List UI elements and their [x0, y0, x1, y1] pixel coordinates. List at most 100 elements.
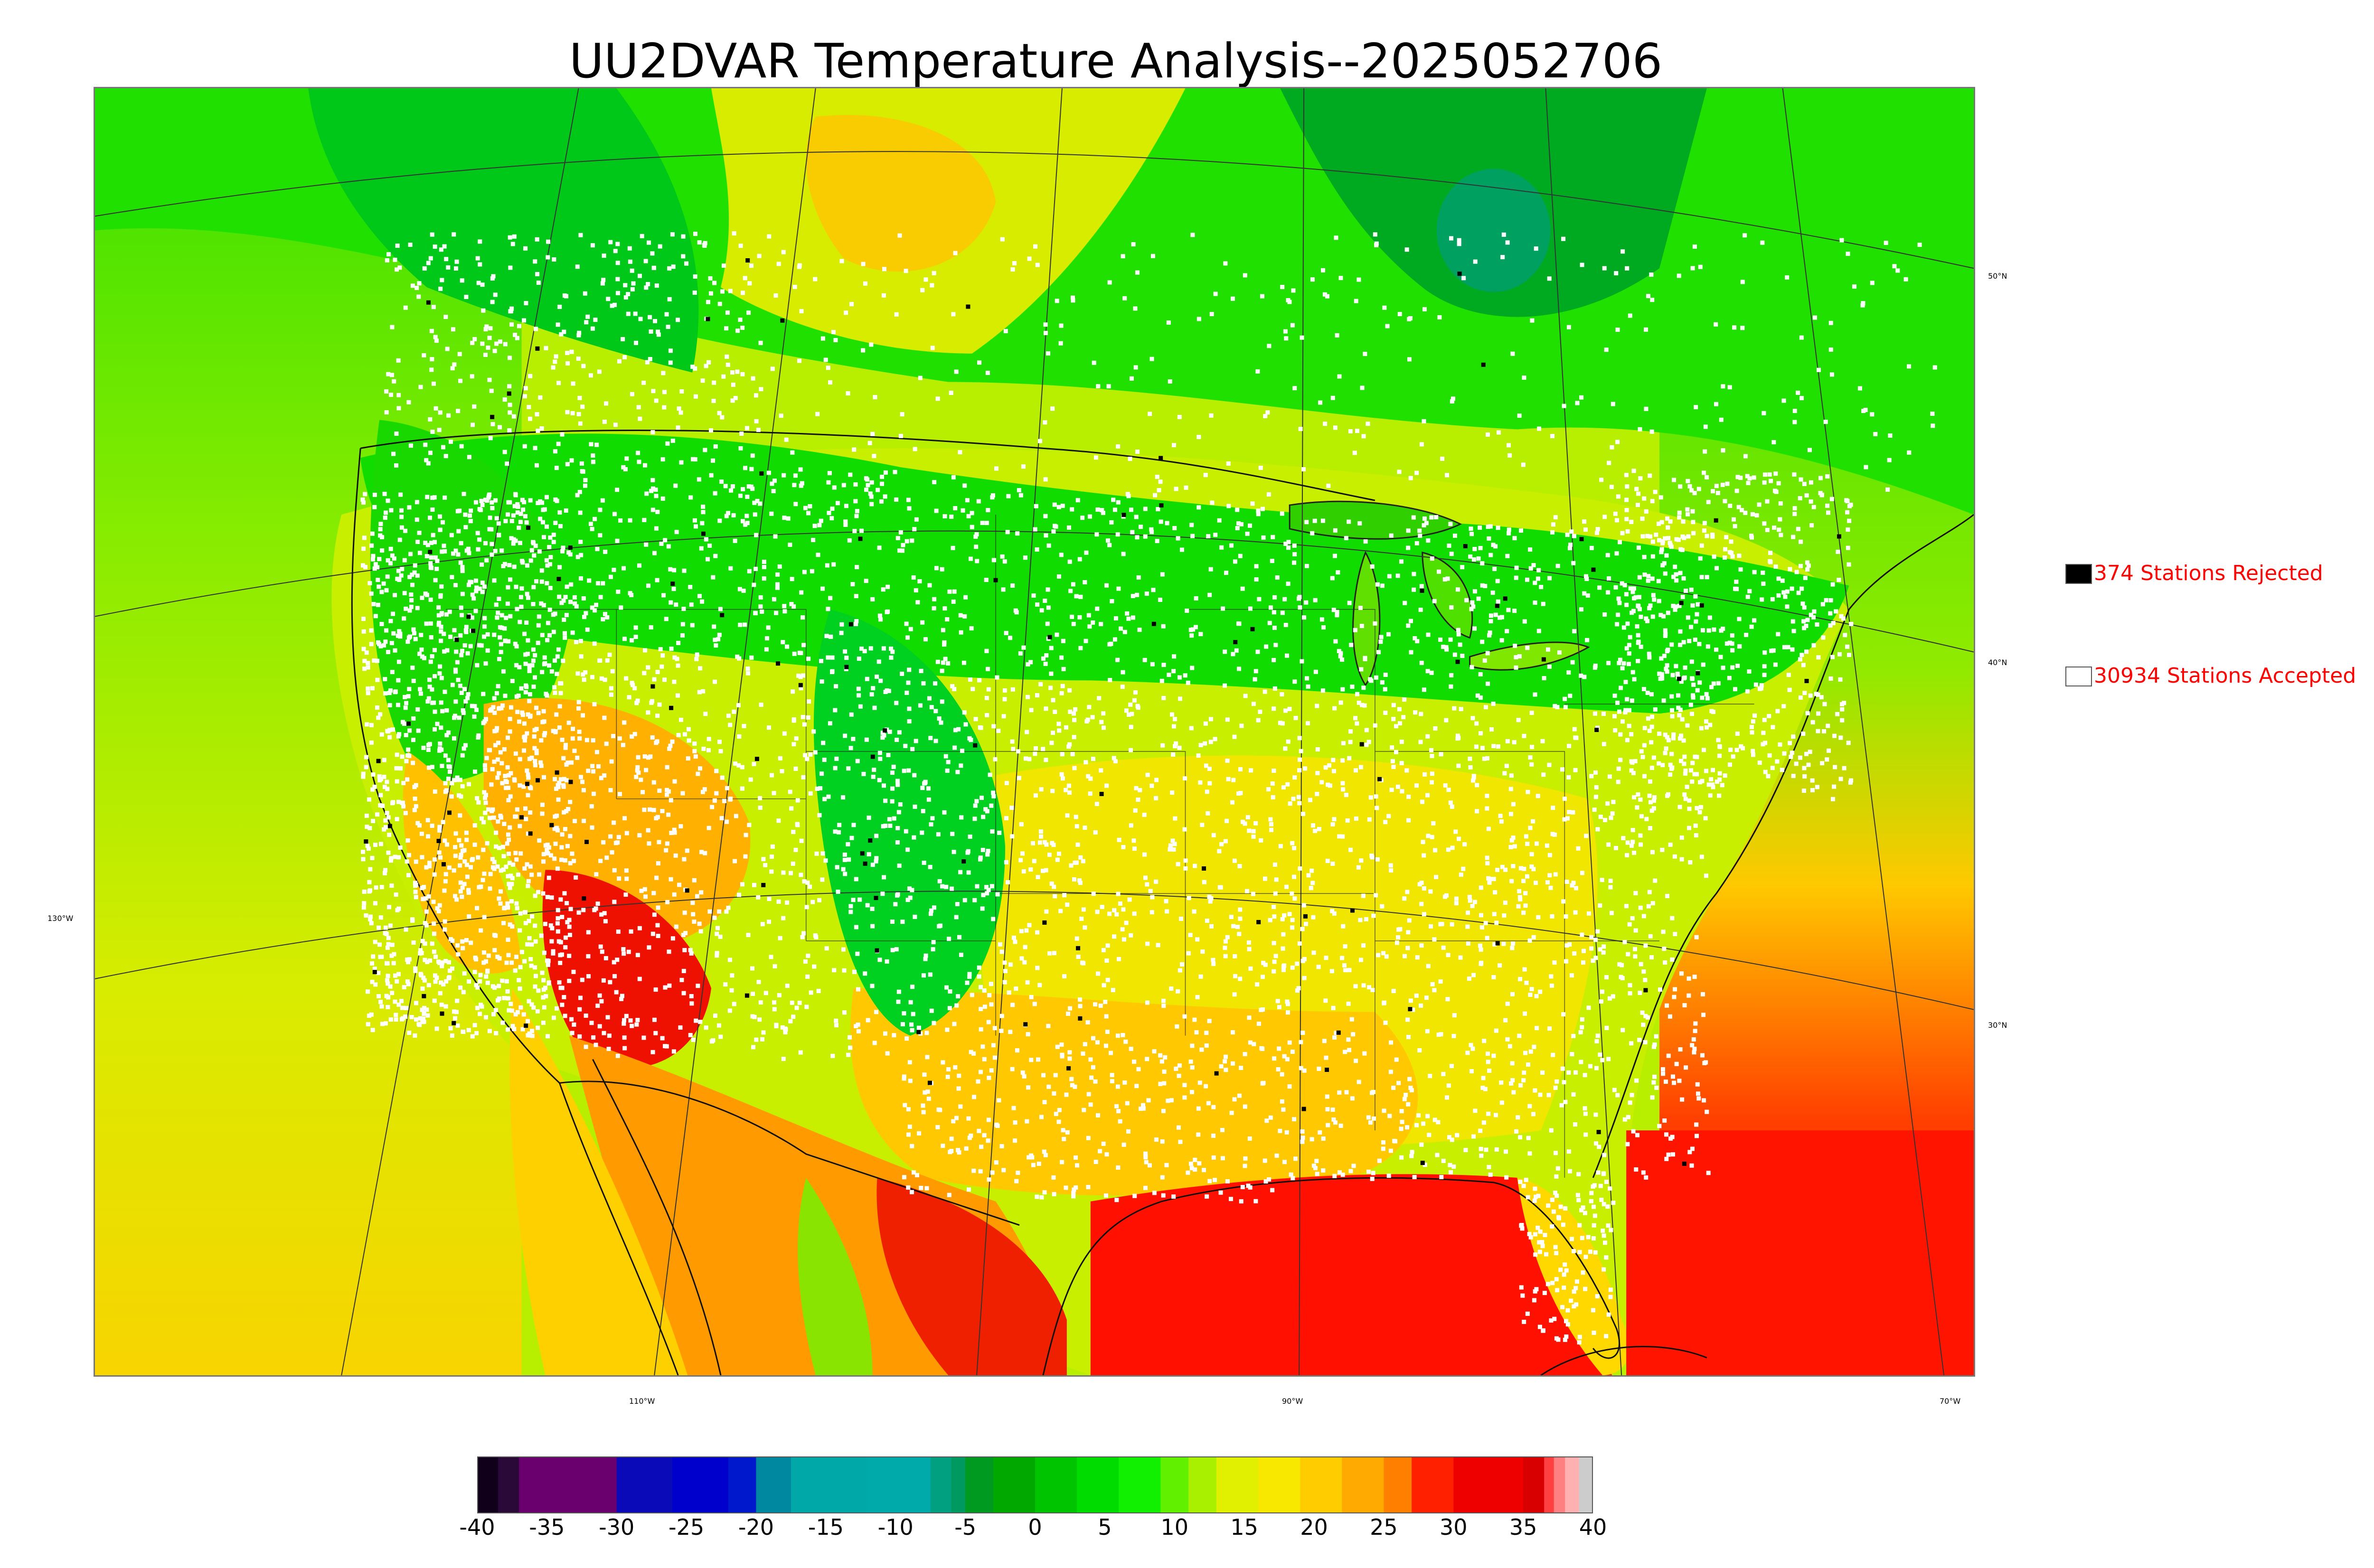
station-dot	[1150, 895, 1155, 900]
station-dot	[1618, 657, 1622, 662]
station-dot	[400, 800, 405, 805]
station-dot	[1002, 980, 1007, 985]
station-dot	[1636, 640, 1640, 645]
prairie-orange	[806, 115, 996, 272]
station-dot	[537, 614, 541, 619]
station-dot	[564, 778, 569, 783]
station-dot	[393, 648, 397, 653]
station-dot	[1084, 550, 1089, 555]
station-dot	[1347, 519, 1351, 524]
station-dot	[1636, 491, 1641, 496]
station-dot	[691, 912, 696, 917]
station-dot	[1028, 867, 1033, 872]
station-dot	[1602, 944, 1606, 949]
station-dot	[552, 826, 557, 831]
station-dot	[1330, 861, 1335, 866]
station-dot	[1000, 554, 1005, 559]
station-dot	[1333, 639, 1338, 644]
station-dot	[1368, 677, 1373, 682]
station-dot	[548, 853, 553, 858]
station-dot	[820, 679, 824, 684]
station-dot	[557, 565, 562, 570]
station-dot	[1131, 838, 1136, 843]
station-dot	[1308, 798, 1312, 802]
station-dot	[1648, 779, 1652, 784]
station-dot	[603, 612, 607, 617]
station-dot	[367, 797, 372, 802]
station-dot	[1043, 661, 1048, 666]
station-dot	[1545, 843, 1549, 848]
station-dot	[1487, 1164, 1491, 1169]
station-dot	[1664, 746, 1668, 751]
station-dot	[1691, 1037, 1696, 1042]
station-dot	[693, 524, 698, 529]
station-dot	[1366, 1169, 1371, 1174]
station-dot	[433, 540, 437, 545]
station-dot	[920, 830, 924, 835]
station-dot	[536, 890, 540, 894]
station-dot	[676, 732, 681, 737]
station-dot	[447, 865, 452, 870]
station-dot	[1496, 744, 1500, 749]
station-dot	[622, 720, 627, 725]
station-dot	[1099, 622, 1103, 627]
station-dot	[1671, 736, 1676, 741]
station-dot	[973, 535, 978, 539]
station-dot	[1802, 605, 1807, 610]
station-dot	[930, 816, 935, 821]
station-dot	[1504, 1175, 1509, 1180]
station-dot	[1451, 1164, 1456, 1169]
station-dot	[1759, 683, 1764, 688]
station-dot	[439, 1003, 444, 1007]
station-dot	[501, 921, 506, 925]
station-dot	[1325, 1094, 1329, 1099]
station-dot	[425, 818, 430, 823]
station-dot	[369, 1012, 374, 1017]
station-dot	[1211, 833, 1216, 837]
station-dot	[1647, 651, 1651, 656]
station-dot	[646, 583, 651, 588]
station-dot	[578, 510, 583, 515]
station-dot	[545, 563, 550, 568]
station-dot	[1640, 755, 1645, 760]
station-dot	[608, 834, 613, 839]
station-dot	[1668, 842, 1673, 847]
station-dot	[401, 804, 406, 809]
station-dot	[1690, 603, 1695, 608]
station-dot	[716, 637, 721, 642]
station-dot	[1444, 1095, 1449, 1100]
station-dot	[1037, 983, 1042, 987]
station-dot	[1136, 798, 1140, 802]
station-dot	[1714, 484, 1719, 488]
station-dot	[762, 576, 766, 581]
station-dot	[1357, 700, 1361, 705]
station-dot	[527, 999, 531, 1004]
station-dot	[931, 940, 936, 945]
station-dot	[856, 987, 860, 992]
station-dot	[437, 620, 442, 625]
station-dot	[641, 1035, 646, 1040]
station-dot	[790, 1000, 794, 1005]
station-dot	[880, 892, 885, 896]
station-dot	[801, 673, 805, 678]
station-dot	[981, 892, 986, 897]
station-dot	[375, 658, 380, 663]
station-dot	[453, 699, 458, 704]
station-dot	[1627, 651, 1631, 656]
station-dot	[1388, 863, 1393, 868]
station-dot	[1819, 695, 1824, 700]
station-dot	[1723, 773, 1727, 778]
station-dot	[1167, 673, 1171, 677]
station-dot	[720, 775, 725, 780]
station-dot	[816, 989, 821, 993]
station-dot	[1037, 840, 1042, 845]
desert-red	[542, 870, 712, 1069]
station-dot	[564, 508, 568, 513]
station-dot	[1104, 783, 1109, 788]
station-dot	[1323, 765, 1328, 770]
station-dot	[940, 884, 945, 889]
station-dot	[599, 776, 603, 780]
station-dot	[1122, 629, 1127, 634]
station-dot	[415, 606, 420, 610]
station-dot	[1678, 1047, 1683, 1052]
